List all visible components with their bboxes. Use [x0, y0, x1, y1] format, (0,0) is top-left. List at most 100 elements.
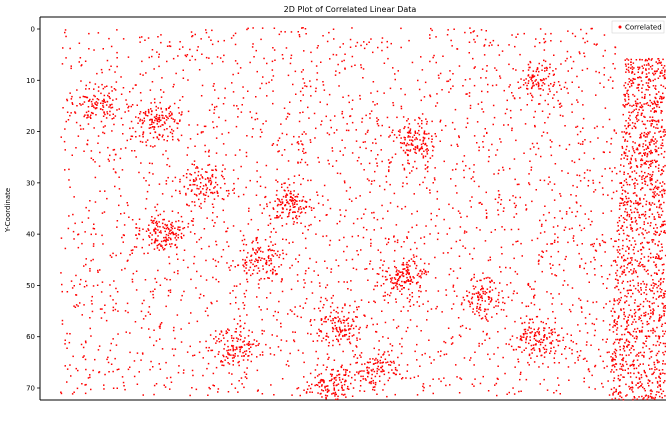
scatter-point-3011 [213, 187, 215, 189]
scatter-point-1198 [360, 64, 362, 66]
scatter-point-1439 [489, 41, 492, 44]
scatter-point-1818 [91, 303, 93, 305]
scatter-point-1203 [299, 161, 302, 164]
scatter-point-2945 [407, 126, 410, 129]
scatter-point-1122 [350, 65, 353, 68]
scatter-point-4724 [611, 365, 614, 367]
scatter-point-4313 [537, 328, 539, 331]
scatter-point-25 [210, 301, 212, 304]
scatter-point-222 [112, 338, 114, 340]
scatter-point-3297 [151, 234, 153, 236]
scatter-point-1880 [598, 348, 600, 351]
scatter-point-4481 [642, 280, 644, 283]
scatter-point-2154 [276, 217, 278, 219]
scatter-point-4324 [620, 325, 623, 327]
scatter-point-4156 [560, 88, 562, 90]
scatter-point-2366 [529, 148, 532, 150]
scatter-point-674 [365, 326, 368, 329]
scatter-point-2620 [89, 98, 91, 101]
scatter-point-893 [221, 364, 223, 366]
scatter-point-2911 [427, 149, 429, 151]
scatter-point-3743 [326, 335, 328, 337]
scatter-point-2099 [482, 111, 485, 113]
scatter-point-2017 [374, 285, 376, 287]
scatter-point-2602 [111, 106, 114, 109]
scatter-point-2761 [158, 138, 160, 141]
scatter-point-693 [83, 304, 85, 306]
scatter-point-1551 [196, 124, 199, 126]
scatter-point-767 [429, 34, 431, 36]
scatter-point-764 [261, 82, 263, 85]
scatter-point-881 [116, 226, 118, 228]
scatter-point-2851 [409, 136, 411, 138]
scatter-point-2050 [89, 81, 91, 84]
scatter-point-1542 [489, 277, 491, 279]
scatter-point-1066 [430, 27, 432, 30]
scatter-point-902 [151, 55, 153, 58]
scatter-point-1692 [510, 345, 513, 348]
scatter-point-3631 [466, 295, 469, 297]
scatter-point-981 [568, 143, 571, 146]
scatter-point-2350 [315, 261, 318, 263]
scatter-point-1842 [290, 288, 293, 291]
scatter-point-592 [256, 161, 258, 164]
scatter-point-3064 [292, 223, 295, 225]
scatter-point-3421 [390, 292, 392, 294]
scatter-point-4367 [629, 333, 631, 335]
scatter-point-1292 [524, 123, 527, 125]
scatter-point-1762 [396, 205, 399, 208]
scatter-point-2149 [198, 205, 201, 208]
scatter-point-3285 [174, 244, 176, 246]
scatter-point-2944 [416, 145, 419, 147]
scatter-point-2250 [230, 265, 232, 267]
scatter-point-4659 [612, 357, 614, 359]
scatter-point-1972 [194, 33, 196, 36]
scatter-point-1894 [152, 220, 154, 222]
scatter-point-1189 [141, 60, 143, 63]
scatter-point-782 [435, 135, 437, 138]
scatter-point-4694 [618, 315, 620, 317]
scatter-point-1514 [143, 299, 145, 302]
scatter-point-1200 [373, 211, 375, 214]
scatter-point-4739 [634, 78, 636, 80]
scatter-point-3194 [165, 243, 168, 246]
scatter-point-2303 [224, 359, 226, 361]
scatter-point-333 [498, 196, 500, 199]
scatter-point-746 [234, 154, 237, 156]
scatter-point-1333 [101, 71, 103, 74]
scatter-point-1 [212, 85, 215, 87]
scatter-point-3847 [220, 361, 222, 363]
scatter-point-4958 [648, 241, 650, 244]
scatter-point-3451 [414, 262, 416, 265]
scatter-point-231 [75, 147, 77, 149]
scatter-point-1468 [344, 380, 346, 383]
scatter-point-3347 [245, 264, 248, 266]
scatter-point-3388 [260, 250, 262, 253]
scatter-point-596 [243, 307, 245, 310]
scatter-point-4262 [544, 327, 546, 330]
scatter-point-3446 [391, 282, 394, 284]
scatter-point-759 [212, 384, 214, 386]
scatter-point-4956 [628, 262, 630, 264]
scatter-point-3467 [397, 279, 400, 282]
scatter-point-4342 [647, 222, 649, 224]
scatter-point-4637 [663, 156, 665, 159]
scatter-point-4933 [630, 364, 633, 366]
scatter-point-1591 [66, 381, 68, 383]
scatter-point-4873 [664, 322, 666, 324]
scatter-point-3888 [400, 352, 403, 355]
scatter-point-4266 [535, 344, 537, 346]
scatter-point-2615 [104, 101, 106, 103]
scatter-point-587 [172, 86, 174, 88]
scatter-point-2538 [451, 121, 454, 124]
scatter-point-3085 [283, 182, 285, 185]
scatter-point-2471 [233, 285, 236, 287]
scatter-point-1877 [129, 254, 131, 256]
scatter-point-4225 [511, 335, 514, 337]
scatter-point-1270 [215, 105, 218, 108]
scatter-point-3433 [381, 269, 384, 272]
scatter-point-4556 [642, 363, 644, 365]
scatter-point-3906 [388, 377, 391, 379]
scatter-point-1871 [170, 381, 173, 383]
scatter-point-1224 [163, 384, 165, 386]
